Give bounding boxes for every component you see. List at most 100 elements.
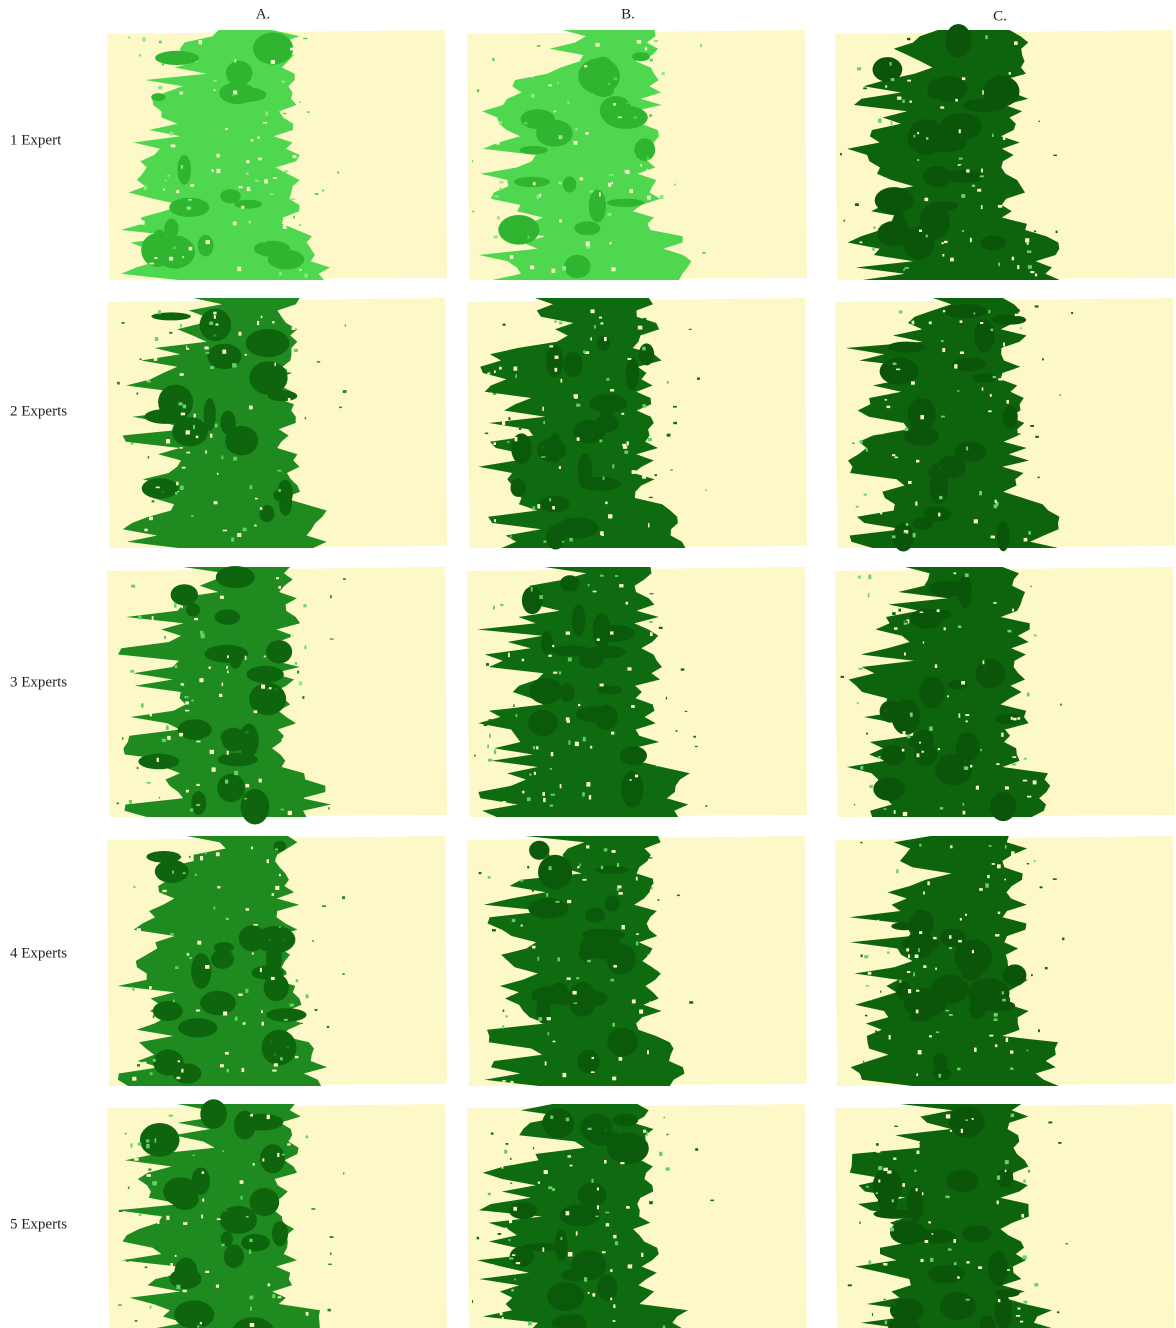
- outlier: [957, 740, 959, 743]
- speckle: [893, 363, 897, 365]
- speckle: [922, 751, 924, 753]
- speckle: [591, 1071, 595, 1073]
- forest-patch: [563, 352, 582, 378]
- speckle: [531, 75, 534, 78]
- speckle: [902, 749, 905, 752]
- speckle: [955, 99, 958, 102]
- speckle: [988, 410, 992, 412]
- speckle: [237, 533, 241, 537]
- forest-patch: [983, 76, 1019, 107]
- speckle: [487, 373, 490, 375]
- outlier: [232, 243, 236, 246]
- outlier: [311, 1208, 315, 1210]
- forest-patch: [250, 1188, 280, 1216]
- outlier: [695, 746, 698, 747]
- speckle: [1018, 1308, 1021, 1310]
- speckle: [610, 1298, 612, 1301]
- speckle: [996, 763, 999, 765]
- forest-patch: [520, 146, 548, 154]
- speckle: [872, 248, 875, 250]
- speckle: [292, 83, 295, 85]
- outlier: [303, 38, 307, 39]
- speckle: [568, 1155, 571, 1157]
- forest-patch: [191, 791, 206, 815]
- speckle: [589, 191, 593, 193]
- speckle: [972, 1118, 974, 1120]
- speckle: [930, 1258, 933, 1262]
- map-grid: [107, 24, 1175, 1328]
- speckle: [550, 1116, 553, 1120]
- speckle: [612, 850, 616, 853]
- outlier: [203, 696, 206, 697]
- outlier: [586, 711, 587, 712]
- outlier: [700, 44, 701, 47]
- speckle: [979, 491, 982, 496]
- speckle: [307, 722, 310, 724]
- outlier: [673, 422, 677, 424]
- speckle: [903, 812, 907, 816]
- speckle: [1025, 238, 1029, 242]
- speckle: [502, 1080, 505, 1082]
- outlier: [571, 352, 573, 354]
- speckle: [524, 575, 528, 579]
- speckle: [980, 749, 982, 751]
- outlier: [137, 392, 139, 394]
- speckle: [917, 1151, 920, 1155]
- speckle: [508, 1239, 510, 1241]
- outlier: [164, 636, 165, 639]
- speckle: [550, 805, 554, 807]
- speckle: [560, 784, 562, 788]
- speckle: [246, 1216, 249, 1218]
- speckle: [1020, 327, 1022, 329]
- speckle: [611, 732, 614, 735]
- outlier: [981, 333, 983, 335]
- outlier: [604, 1129, 607, 1132]
- outlier: [919, 981, 922, 982]
- speckle: [606, 1223, 610, 1226]
- outlier: [987, 234, 989, 235]
- column-label: C.: [993, 8, 1007, 24]
- speckle: [892, 535, 896, 538]
- forest-patch: [890, 1221, 926, 1245]
- speckle: [550, 768, 552, 770]
- outlier: [523, 265, 524, 267]
- speckle: [214, 907, 216, 910]
- speckle: [505, 850, 507, 852]
- speckle: [292, 1248, 294, 1252]
- speckle: [176, 190, 179, 193]
- speckle: [158, 86, 162, 90]
- speckle: [619, 584, 623, 587]
- outlier: [122, 737, 123, 740]
- speckle: [981, 205, 983, 209]
- speckle: [972, 950, 974, 953]
- speckle: [626, 170, 630, 174]
- speckle: [232, 363, 237, 367]
- speckle: [648, 955, 650, 958]
- forest-patch: [198, 235, 214, 257]
- speckle: [246, 172, 249, 175]
- outlier: [999, 751, 1002, 754]
- speckle: [169, 1115, 173, 1117]
- forest-patch: [875, 187, 914, 214]
- speckle: [961, 681, 965, 685]
- speckle: [299, 224, 301, 226]
- speckle: [234, 771, 238, 775]
- speckle: [1023, 1301, 1027, 1304]
- speckle: [139, 590, 142, 594]
- speckle: [916, 460, 919, 463]
- speckle: [205, 965, 209, 969]
- speckle: [576, 404, 580, 407]
- speckle: [494, 236, 498, 239]
- speckle: [189, 247, 193, 251]
- speckle: [994, 505, 998, 509]
- speckle: [225, 780, 228, 784]
- speckle: [1016, 129, 1020, 133]
- outlier: [538, 1218, 540, 1221]
- speckle: [575, 128, 577, 131]
- speckle: [980, 175, 984, 177]
- forest-patch: [954, 939, 992, 974]
- speckle: [906, 523, 908, 526]
- map-panel: [107, 30, 447, 280]
- forest-patch: [891, 922, 917, 930]
- outlier: [860, 842, 862, 843]
